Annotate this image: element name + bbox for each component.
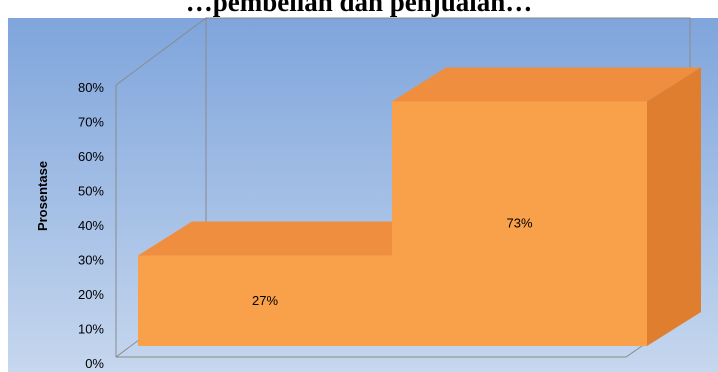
bar-side-face <box>647 67 701 346</box>
y-axis-ticks: 0% 10% 20% 30% 40% 50% 60% 70% 80% <box>78 80 104 371</box>
data-label: 73% <box>506 216 532 231</box>
y-tick-label: 80% <box>78 80 104 95</box>
y-tick-label: 0% <box>85 356 104 371</box>
data-label: 27% <box>252 293 278 308</box>
y-tick-label: 20% <box>78 287 104 302</box>
y-tick-label: 40% <box>78 218 104 233</box>
y-tick-label: 30% <box>78 253 104 268</box>
y-tick-label: 70% <box>78 115 104 130</box>
bars <box>138 67 701 346</box>
y-tick-label: 50% <box>78 184 104 199</box>
data-labels: 27% 73% <box>252 216 533 308</box>
bar-top-face <box>138 221 446 256</box>
y-tick-label: 10% <box>78 322 104 337</box>
y-tick-label: 60% <box>78 149 104 164</box>
chart-title: …pembelian dan penjualan… <box>185 0 533 17</box>
y-axis-label: Prosentase <box>35 161 50 231</box>
bar-front-face <box>138 255 392 346</box>
bar-top-face <box>392 67 701 102</box>
title-strip: …pembelian dan penjualan… <box>0 0 718 18</box>
bar-front-face <box>392 101 647 346</box>
